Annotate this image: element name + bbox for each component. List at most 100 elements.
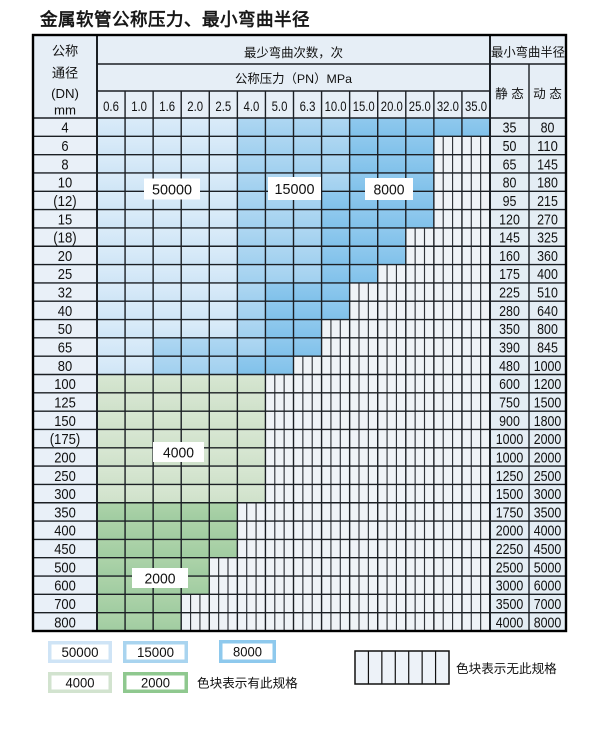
svg-text:15.0: 15.0 xyxy=(353,99,375,115)
svg-text:900: 900 xyxy=(499,413,520,430)
svg-text:50: 50 xyxy=(58,321,72,338)
svg-text:10: 10 xyxy=(58,175,72,192)
svg-text:390: 390 xyxy=(499,340,520,357)
svg-text:6000: 6000 xyxy=(534,578,562,595)
svg-text:35: 35 xyxy=(503,120,517,137)
svg-text:15: 15 xyxy=(58,211,72,228)
svg-text:7000: 7000 xyxy=(534,596,562,613)
svg-text:1000: 1000 xyxy=(496,431,524,448)
svg-text:160: 160 xyxy=(499,248,520,265)
svg-text:色块表示无此规格: 色块表示无此规格 xyxy=(456,661,557,676)
svg-text:80: 80 xyxy=(503,175,517,192)
svg-text:50000: 50000 xyxy=(62,645,99,660)
svg-text:1500: 1500 xyxy=(534,395,562,412)
svg-text:4000: 4000 xyxy=(534,523,562,540)
svg-text:金属软管公称压力、最小弯曲半径: 金属软管公称压力、最小弯曲半径 xyxy=(39,10,310,30)
svg-text:600: 600 xyxy=(499,376,520,393)
svg-text:180: 180 xyxy=(537,175,558,192)
svg-text:3000: 3000 xyxy=(496,578,524,595)
svg-text:1750: 1750 xyxy=(496,504,524,521)
svg-text:0.6: 0.6 xyxy=(103,99,119,115)
svg-text:360: 360 xyxy=(537,248,558,265)
svg-text:800: 800 xyxy=(54,614,76,631)
svg-text:6.3: 6.3 xyxy=(300,99,316,115)
svg-text:4500: 4500 xyxy=(534,541,562,558)
svg-text:2500: 2500 xyxy=(534,468,562,485)
svg-text:8: 8 xyxy=(61,156,68,173)
svg-text:50000: 50000 xyxy=(152,182,192,198)
svg-text:4000: 4000 xyxy=(496,614,524,631)
svg-text:5000: 5000 xyxy=(534,559,562,576)
svg-text:1000: 1000 xyxy=(534,358,562,375)
svg-text:10.0: 10.0 xyxy=(325,99,347,115)
svg-text:110: 110 xyxy=(537,138,558,155)
svg-text:50: 50 xyxy=(503,138,517,155)
svg-text:2000: 2000 xyxy=(496,523,524,540)
svg-text:845: 845 xyxy=(537,340,558,357)
svg-text:静 态: 静 态 xyxy=(495,87,524,101)
svg-text:145: 145 xyxy=(537,156,558,173)
svg-text:8000: 8000 xyxy=(534,614,562,631)
svg-text:640: 640 xyxy=(537,303,558,320)
svg-text:270: 270 xyxy=(537,211,558,228)
svg-text:20.0: 20.0 xyxy=(381,99,403,115)
svg-text:120: 120 xyxy=(499,211,520,228)
svg-text:(DN): (DN) xyxy=(51,86,79,101)
svg-text:mm: mm xyxy=(54,103,76,118)
svg-text:1.6: 1.6 xyxy=(159,99,175,115)
svg-text:最少弯曲次数，次: 最少弯曲次数，次 xyxy=(244,45,343,60)
svg-text:2.0: 2.0 xyxy=(187,99,203,115)
svg-text:色块表示有此规格: 色块表示有此规格 xyxy=(197,676,298,691)
svg-text:100: 100 xyxy=(54,376,76,393)
svg-text:4000: 4000 xyxy=(163,445,194,461)
svg-text:450: 450 xyxy=(54,541,76,558)
svg-text:25: 25 xyxy=(58,266,72,283)
svg-text:1500: 1500 xyxy=(496,486,524,503)
svg-text:25.0: 25.0 xyxy=(409,99,431,115)
svg-text:2250: 2250 xyxy=(496,541,524,558)
svg-text:4: 4 xyxy=(61,120,68,137)
svg-text:225: 225 xyxy=(499,285,520,302)
svg-text:1000: 1000 xyxy=(496,449,524,466)
svg-text:80: 80 xyxy=(58,358,72,375)
svg-text:300: 300 xyxy=(54,486,76,503)
svg-text:4000: 4000 xyxy=(66,675,95,690)
svg-text:500: 500 xyxy=(54,559,76,576)
svg-text:32.0: 32.0 xyxy=(437,99,459,115)
svg-text:95: 95 xyxy=(503,193,517,210)
svg-text:350: 350 xyxy=(54,504,76,521)
svg-text:6: 6 xyxy=(61,138,68,155)
svg-text:35.0: 35.0 xyxy=(465,99,487,115)
svg-text:公称: 公称 xyxy=(52,43,78,58)
svg-text:510: 510 xyxy=(537,285,558,302)
svg-text:150: 150 xyxy=(54,413,76,430)
svg-text:公称压力（PN）MPa: 公称压力（PN）MPa xyxy=(235,72,352,86)
svg-text:480: 480 xyxy=(499,358,520,375)
svg-text:200: 200 xyxy=(54,449,76,466)
svg-text:215: 215 xyxy=(537,193,558,210)
svg-text:700: 700 xyxy=(54,596,76,613)
svg-text:3500: 3500 xyxy=(534,504,562,521)
svg-text:40: 40 xyxy=(58,303,72,320)
svg-text:80: 80 xyxy=(541,120,555,137)
svg-text:400: 400 xyxy=(537,266,558,283)
svg-text:2000: 2000 xyxy=(534,431,562,448)
svg-text:280: 280 xyxy=(499,303,520,320)
svg-text:400: 400 xyxy=(54,523,76,540)
svg-text:通径: 通径 xyxy=(52,65,78,80)
svg-text:4.0: 4.0 xyxy=(244,99,260,115)
svg-text:1800: 1800 xyxy=(534,413,562,430)
svg-text:15000: 15000 xyxy=(275,182,315,198)
svg-text:125: 125 xyxy=(54,395,76,412)
svg-text:2000: 2000 xyxy=(145,571,176,587)
svg-text:145: 145 xyxy=(499,230,520,247)
svg-text:1250: 1250 xyxy=(496,468,524,485)
svg-text:1200: 1200 xyxy=(534,376,562,393)
svg-text:65: 65 xyxy=(503,156,517,173)
svg-text:325: 325 xyxy=(537,230,558,247)
svg-text:2500: 2500 xyxy=(496,559,524,576)
svg-text:(175): (175) xyxy=(50,431,81,448)
svg-text:2.5: 2.5 xyxy=(215,99,231,115)
svg-text:3500: 3500 xyxy=(496,596,524,613)
svg-text:动 态: 动 态 xyxy=(533,87,562,101)
